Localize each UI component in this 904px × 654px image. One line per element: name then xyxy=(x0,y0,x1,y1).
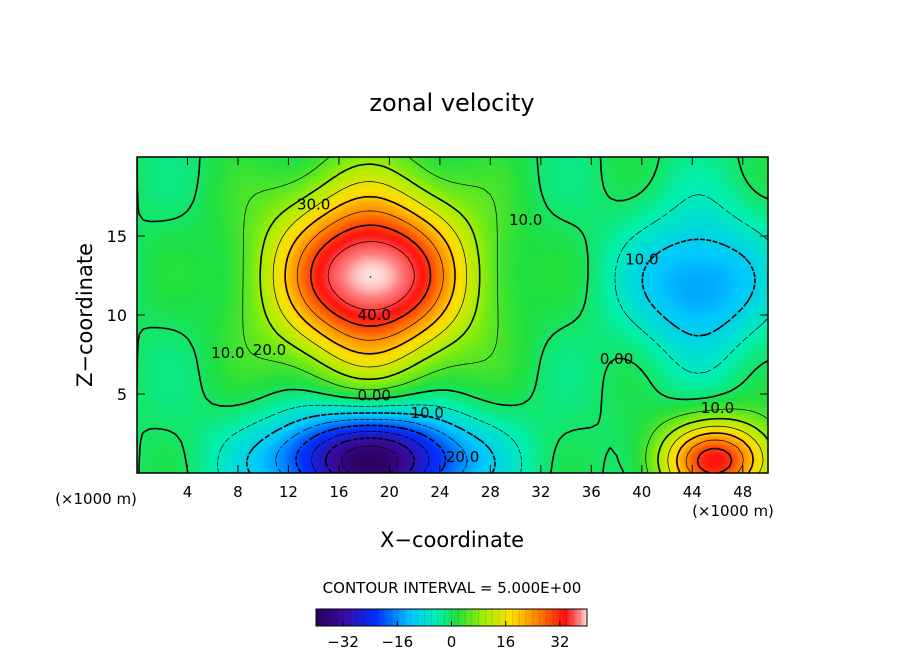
x-tick-label: 28 xyxy=(481,483,500,501)
contour-line xyxy=(327,241,415,311)
contour-line xyxy=(246,238,756,473)
contour-line xyxy=(272,181,764,473)
plot-area: 30.0 40.0 20.0 10.0 0.00 10.0 20.0 10.0 10.0 0.00… xyxy=(136,156,769,474)
colorbar: −32 −16 0 16 32 xyxy=(315,608,588,651)
contour-line xyxy=(137,157,768,473)
colorbar-tick-label: −32 xyxy=(327,633,359,651)
colorbar-tick-label: 0 xyxy=(447,633,457,651)
contour-interval: CONTOUR INTERVAL = 5.000E+00 xyxy=(323,579,582,597)
colorbar-ticks: −32 −16 0 16 32 xyxy=(327,621,569,651)
contour-line xyxy=(284,195,754,473)
contour-label: 20.0 xyxy=(446,448,479,466)
velocity-field xyxy=(137,157,768,473)
x-axis: 4 8 12 16 20 24 28 32 36 40 44 48 xyxy=(183,157,752,501)
contour-line xyxy=(309,224,733,473)
y-tick-label: 5 xyxy=(117,385,127,404)
contour-lines xyxy=(137,157,768,473)
x-tick-label: 36 xyxy=(582,483,601,501)
contour-line xyxy=(296,210,744,473)
x-tick-label: 16 xyxy=(329,483,348,501)
y-tick-label: 15 xyxy=(107,227,127,246)
contour-labels: 30.0 40.0 20.0 10.0 0.00 10.0 20.0 10.0 10.0 0.00… xyxy=(211,195,734,466)
contour-line xyxy=(340,445,399,473)
x-tick-label: 4 xyxy=(183,483,193,501)
y-tick-label: 10 xyxy=(107,306,127,325)
colorbar-tick-label: −16 xyxy=(381,633,413,651)
colorbar-gradient xyxy=(316,609,587,626)
contour-line xyxy=(324,437,416,473)
x-tick-label: 48 xyxy=(733,483,752,501)
x-unit-right: (×1000 m) xyxy=(692,502,774,520)
contour-label: 10.0 xyxy=(509,211,542,229)
contour-label: 10.0 xyxy=(701,399,734,417)
contour-label: 0.00 xyxy=(600,350,633,368)
contour-line xyxy=(310,431,430,473)
x-tick-label: 20 xyxy=(380,483,399,501)
colorbar-tick-label: 16 xyxy=(496,633,515,651)
contour-line xyxy=(242,157,768,473)
contour-label: 10.0 xyxy=(411,404,444,422)
chart-title: zonal velocity xyxy=(369,89,534,117)
contour-line xyxy=(259,163,768,473)
contour-line xyxy=(295,424,447,473)
x-tick-label: 24 xyxy=(430,483,449,501)
colorbar-tick-label: 32 xyxy=(550,633,569,651)
x-tick-label: 8 xyxy=(233,483,243,501)
x-tick-label: 12 xyxy=(279,483,298,501)
contour-label: 10.0 xyxy=(625,251,658,269)
contour-label: 30.0 xyxy=(297,195,330,213)
x-tick-label: 32 xyxy=(531,483,550,501)
contour-label: 10.0 xyxy=(211,344,244,362)
x-unit-left: (×1000 m) xyxy=(55,490,137,508)
y-axis-label: Z−coordinate xyxy=(73,243,97,387)
contour-line xyxy=(275,418,468,473)
contour-label: 40.0 xyxy=(358,306,391,324)
x-tick-label: 40 xyxy=(632,483,651,501)
contour-label: 0.00 xyxy=(358,387,391,405)
contour-label: 20.0 xyxy=(253,341,286,359)
x-tick-label: 44 xyxy=(683,483,702,501)
y-axis: 5 10 15 xyxy=(107,227,768,404)
x-axis-label: X−coordinate xyxy=(380,528,524,552)
